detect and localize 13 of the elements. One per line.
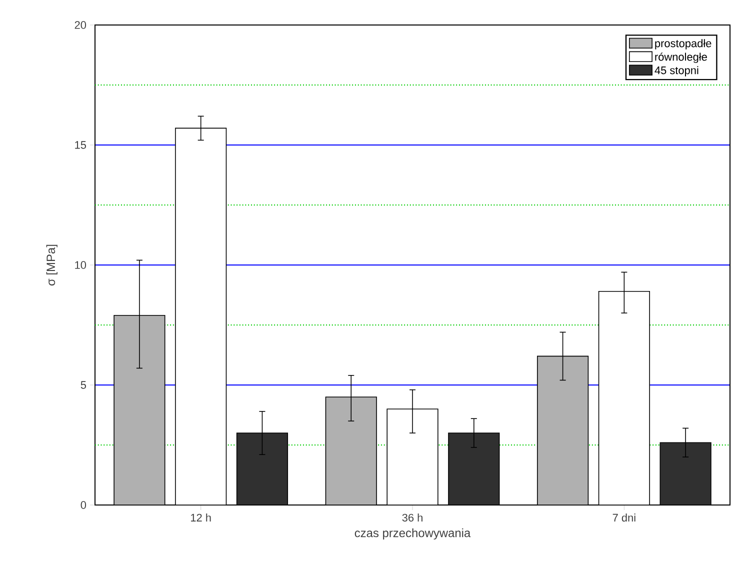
x-tick-label: 12 h [191,514,211,522]
legend-label: 45 stopni [654,66,698,76]
legend-label: prostopadłe [655,39,712,50]
x-tick-label: 36 h [402,514,422,522]
y-tick-label: 5 [80,381,86,389]
x-tick-label: 7 dni [612,514,636,522]
y-tick-label: 20 [74,21,86,29]
y-tick-label: 10 [75,261,86,269]
x-axis-title: czas przechowywania [354,528,471,540]
y-axis-title: σ [MPa] [46,244,58,286]
legend-label: równoległe [655,52,707,63]
y-tick-label: 15 [75,141,86,149]
y-tick-label: 0 [80,501,86,509]
